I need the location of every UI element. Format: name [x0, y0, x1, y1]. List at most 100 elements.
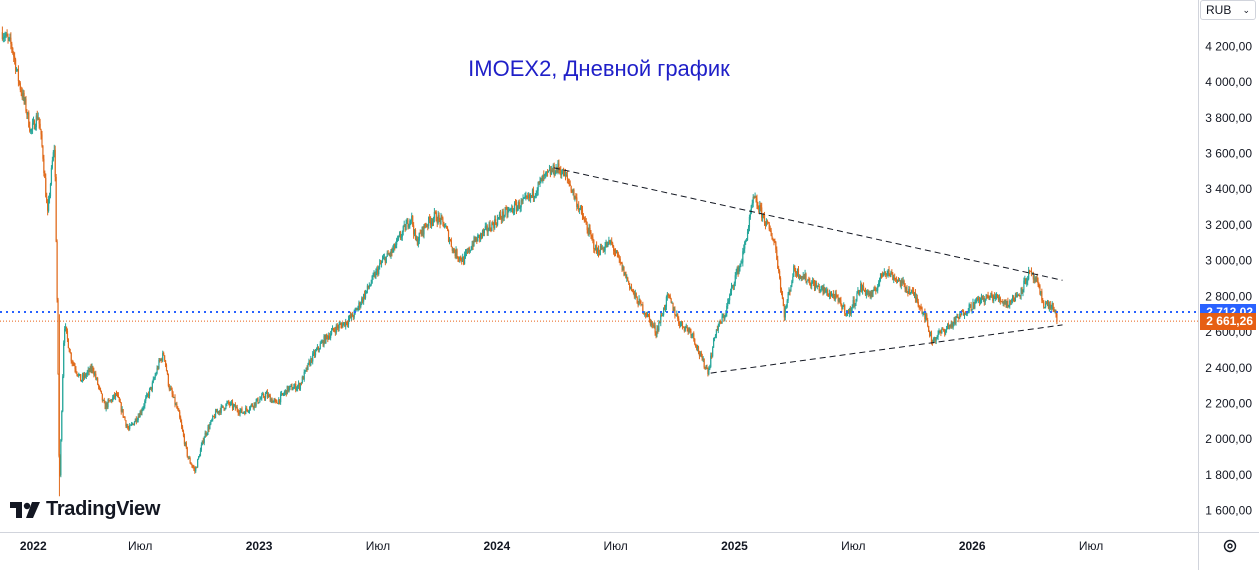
candle-body [54, 149, 56, 177]
candle-body [294, 384, 296, 387]
candle-body [519, 207, 521, 209]
price-tag-close: 2 661,26 [1200, 312, 1256, 330]
y-tick-label: 3 800,00 [1205, 111, 1252, 125]
tradingview-logo[interactable]: TradingView [10, 498, 160, 521]
chart-settings-button[interactable] [1219, 535, 1241, 557]
candle-body [344, 322, 346, 327]
candle-body [891, 271, 893, 275]
candle-body [629, 282, 631, 289]
candle-body [525, 195, 527, 197]
candle-body [942, 328, 944, 330]
candle-body [95, 373, 97, 379]
candle-body [553, 165, 555, 175]
candle-body [499, 214, 502, 219]
x-tick-label: Июл [603, 539, 627, 553]
candle-body [89, 366, 91, 372]
candle-body [675, 315, 677, 317]
candle-body [457, 257, 459, 259]
candle-body [943, 329, 945, 331]
candle-body [399, 234, 402, 238]
candle-body [117, 394, 119, 398]
candle-body [34, 126, 36, 130]
candle-body [561, 173, 563, 176]
candle-body [811, 282, 813, 287]
currency-selector[interactable]: RUB ⌄ [1200, 0, 1256, 20]
candle-body [452, 248, 454, 251]
candle-body [411, 215, 413, 220]
candle-body [979, 300, 982, 303]
candle-body [433, 211, 435, 219]
candle-body [704, 367, 706, 369]
candle-body [722, 316, 724, 318]
candle-body [546, 171, 548, 173]
candle-body [407, 220, 409, 227]
candle-body [745, 239, 748, 241]
candle-body [838, 297, 840, 302]
candle-body [1023, 280, 1025, 290]
candle-body [506, 208, 508, 215]
candle-body [662, 307, 665, 316]
candle-body [349, 315, 352, 318]
candle-body [708, 369, 710, 375]
candle-body [386, 252, 388, 257]
candle-body [84, 374, 86, 377]
candle-body [64, 328, 66, 343]
candle-body [691, 334, 693, 336]
candle-body [615, 251, 618, 254]
candle-body [27, 112, 29, 115]
candle-body [51, 160, 53, 168]
candle-body [282, 394, 285, 396]
candle-body [856, 293, 858, 300]
candle-body [150, 386, 153, 390]
candle-body [289, 385, 291, 388]
candle-body [114, 393, 117, 398]
candle-body [646, 313, 649, 317]
candle-body [664, 306, 667, 310]
horizontal-lines [0, 311, 1198, 322]
candle-body [77, 374, 79, 377]
candle-body [382, 257, 385, 260]
candle-body [717, 325, 719, 331]
candle-body [199, 449, 202, 457]
candle-body [263, 394, 265, 398]
candle-body [903, 280, 905, 284]
candle-body [983, 297, 985, 303]
candle-body [438, 215, 440, 219]
candle-body [847, 311, 850, 314]
candle-body [4, 35, 6, 38]
candle-body [991, 292, 993, 297]
candle-body [944, 330, 946, 334]
candle-body [906, 287, 908, 292]
candle-body [572, 189, 574, 192]
candle-body [593, 240, 595, 249]
candle-body [743, 248, 745, 252]
candle-body [376, 268, 378, 272]
candle-body [418, 232, 420, 241]
candle-body [7, 36, 9, 39]
candle-body [1036, 277, 1038, 282]
candle-body [703, 358, 705, 368]
candle-body [538, 182, 540, 184]
candle-body [588, 227, 590, 235]
tradingview-logo-icon [10, 501, 40, 518]
currency-label: RUB [1206, 3, 1232, 17]
candle-body [33, 120, 36, 130]
candle-body [1, 32, 3, 40]
candle-body [25, 99, 27, 112]
candle-body [765, 220, 768, 226]
candle-body [323, 336, 325, 346]
candle-body [957, 316, 959, 318]
candle-body [362, 298, 364, 302]
candle-body [477, 235, 479, 242]
candle-body [38, 117, 40, 124]
candle-body [531, 189, 534, 196]
candle-body [192, 466, 194, 468]
candle-body [774, 240, 776, 243]
candle-body [539, 180, 541, 183]
candle-body [895, 279, 898, 281]
candle-body [429, 216, 431, 221]
candle-body [219, 410, 221, 413]
candle-body [238, 412, 240, 414]
candle-body [302, 376, 304, 380]
